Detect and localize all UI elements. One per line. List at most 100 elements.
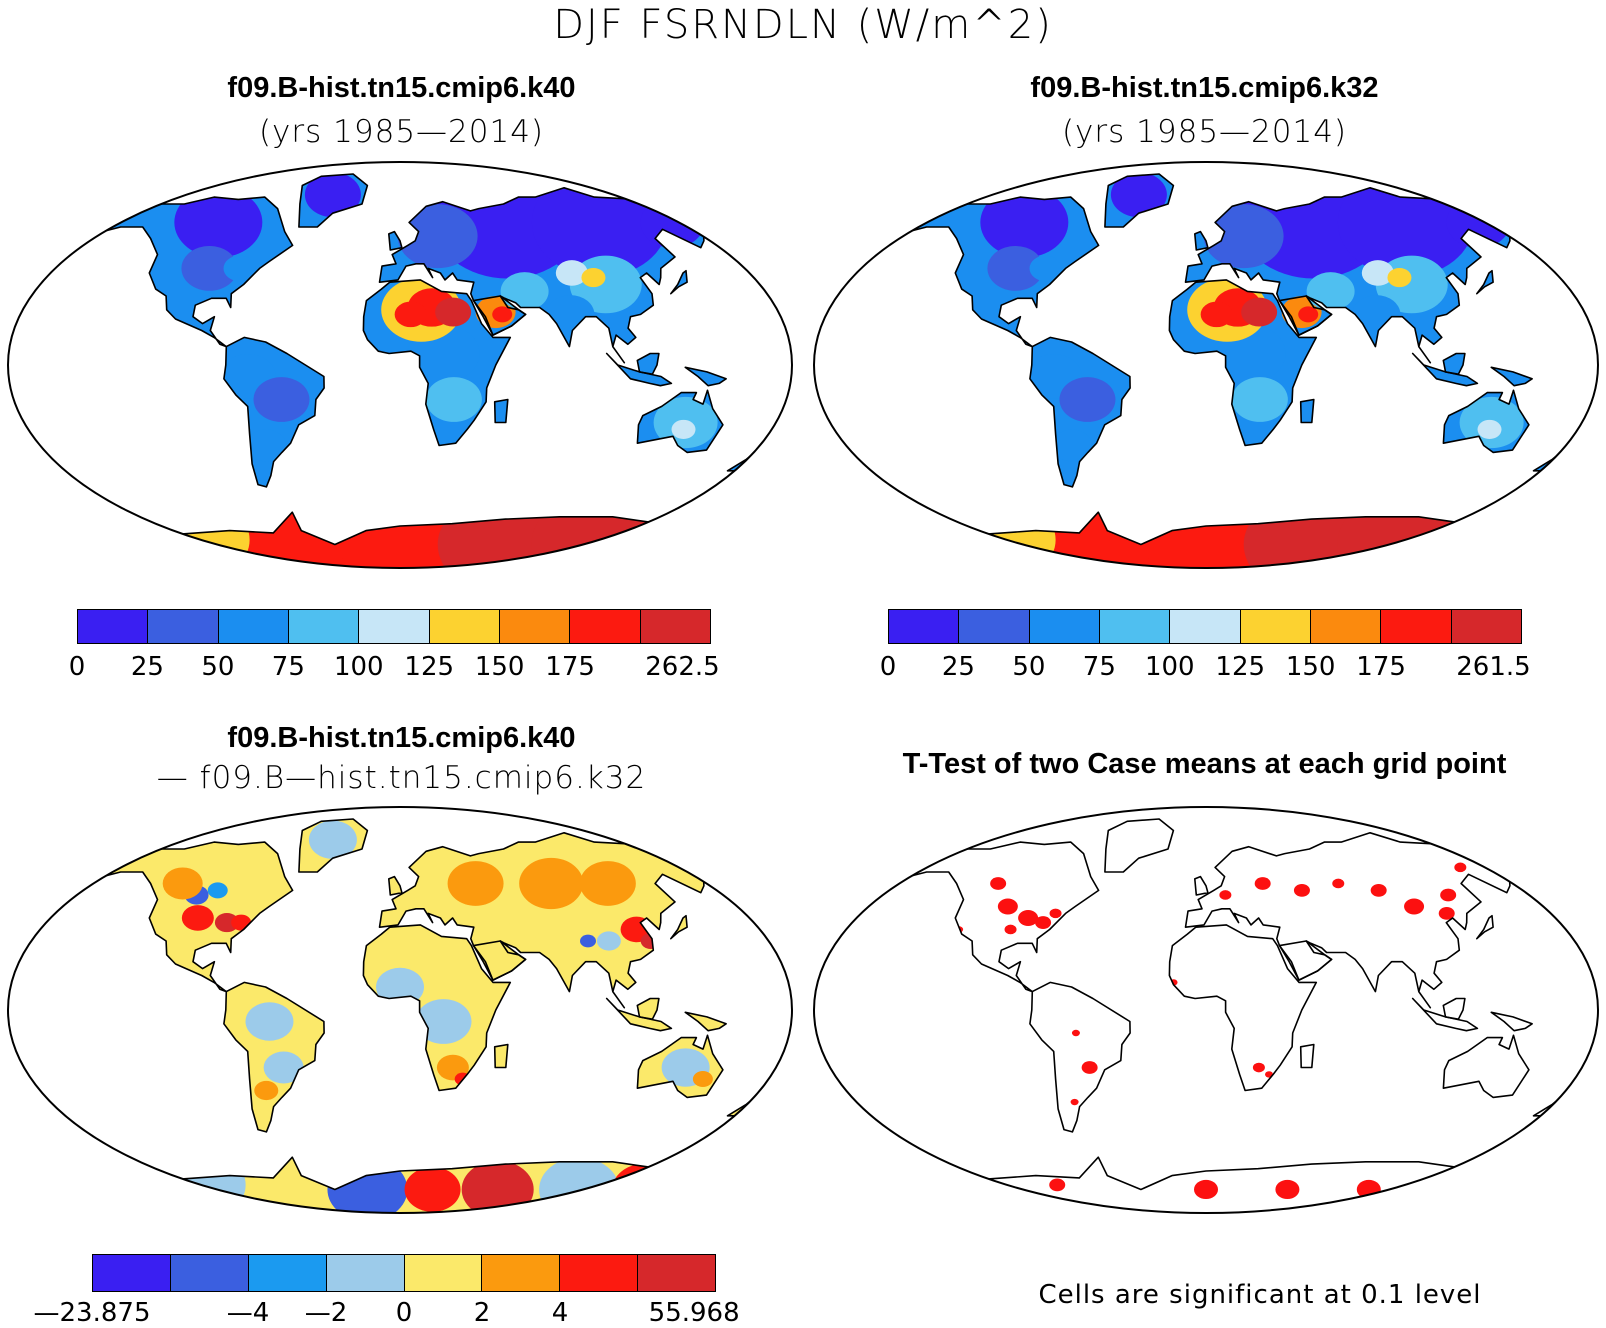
land-indonesia (606, 998, 672, 1031)
colorbar-diff-label-5: 4 (551, 1298, 569, 1328)
land-arabia (1279, 941, 1332, 981)
field-patch (997, 898, 1018, 915)
field-patch (304, 174, 361, 218)
field-patch (425, 377, 482, 422)
coastline-newGuinea (1490, 366, 1533, 387)
field-patch (1477, 419, 1502, 440)
coastline-japan (670, 914, 688, 940)
land-uk (388, 231, 402, 250)
coastline-africa (1168, 279, 1318, 447)
colorbar-diff-swatch-4 (404, 1255, 483, 1291)
colorbar-k40-label-1: 25 (130, 652, 164, 682)
coastline-southAmerica (1029, 981, 1131, 1133)
field-patch (447, 861, 504, 906)
field-patch (1071, 1029, 1080, 1037)
field-patch (1004, 924, 1017, 935)
colorbar-k32-swatch-7 (1381, 610, 1452, 643)
field-patch (1035, 916, 1052, 929)
panel-diff-title: f09.B-hist.tn15.cmip6.k40 (227, 722, 576, 754)
coastline-indonesia (605, 352, 673, 387)
coastline-australia (1442, 1034, 1530, 1099)
coastline-uk (388, 875, 403, 896)
field-patch (1337, 493, 1466, 568)
field-patch (1361, 260, 1394, 286)
coastline-southAmerica (223, 336, 325, 488)
colorbar-k40-swatch-1 (148, 610, 219, 643)
colorbar-k40-label-2: 50 (201, 652, 235, 682)
field-patch (246, 429, 287, 462)
land-africa (1169, 924, 1317, 1091)
field-patch (1275, 1179, 1300, 1200)
panel-k40-title: f09.B-hist.tn15.cmip6.k40 (227, 72, 576, 104)
colorbar-k40-swatch-7 (570, 610, 641, 643)
colorbar-k32-label-4: 100 (1144, 652, 1195, 682)
panel-k32-subtitle: (yrs 1985—2014) (1061, 114, 1348, 150)
field-patch (1029, 255, 1062, 282)
land-uk (388, 876, 402, 895)
coastline-indonesia (1411, 997, 1479, 1032)
field-patch (1081, 1061, 1098, 1074)
colorbar-k32-label-8: 261.5 (1456, 652, 1531, 682)
field-patch (181, 905, 214, 931)
colorbar-k40-labels: 0 25 50 75 100 125 150 175 262.5 (69, 652, 720, 684)
field-patch (980, 187, 1069, 258)
colorbar-k32-swatch-2 (1029, 610, 1100, 643)
colorbar-diff-swatch-2 (248, 1255, 327, 1291)
land-newGuinea (1491, 1012, 1533, 1031)
field-patch (404, 1167, 461, 1212)
colorbar-diff-swatch-3 (326, 1255, 405, 1291)
field-patch (581, 267, 606, 288)
colorbar-k40-swatches (77, 609, 711, 644)
colorbar-diff-labels: —23.875 —4 —2 0 2 4 55.968 (34, 1298, 740, 1328)
field-patch (555, 260, 588, 286)
panel-k40-subtitle: (yrs 1985—2014) (258, 114, 545, 150)
field-patch (162, 867, 203, 900)
coastline-borneo (1442, 997, 1466, 1020)
colorbar-k40-swatch-8 (640, 610, 710, 643)
field-patch (612, 1163, 677, 1213)
coastline-greenland (298, 173, 369, 228)
field-patch (579, 861, 636, 906)
colorbar-diff-swatch-0 (93, 1255, 171, 1291)
field-patch (397, 204, 478, 269)
colorbar-k32-label-1: 25 (941, 652, 975, 682)
field-patch (1049, 1178, 1066, 1192)
colorbar-diff-label-6: 55.968 (648, 1298, 740, 1328)
colorbar-k32 (888, 609, 1522, 644)
coastline-madagascar (1299, 398, 1315, 424)
colorbar-k40-swatch-5 (429, 610, 500, 643)
land-uk (1194, 876, 1208, 895)
field-patch (1203, 204, 1284, 269)
land-southAmerica (1029, 982, 1131, 1132)
coastline-japan (1476, 269, 1494, 295)
field-patch (1438, 906, 1455, 920)
coastline-australia (636, 1034, 724, 1099)
colorbar-diff-label-4: 2 (473, 1298, 491, 1328)
field-patch (231, 914, 252, 931)
colorbar-diff-label-0: —23.875 (33, 1298, 151, 1328)
land-uk (1194, 231, 1208, 250)
coastline-northAmerica (99, 841, 294, 993)
map-k40 (7, 161, 793, 569)
coastline-northAmerica (99, 196, 294, 348)
colorbar-k40-label-0: 0 (68, 652, 86, 682)
field-patch (531, 493, 660, 568)
colorbar-k40 (77, 609, 711, 644)
field-patch (1370, 883, 1387, 897)
field-patch (181, 245, 238, 291)
field-patch (579, 934, 596, 948)
coastline-northAmerica (905, 841, 1100, 993)
map-border (813, 806, 1599, 1214)
colorbar-diff-label-1: —4 (226, 1298, 270, 1328)
colorbar-k32-swatch-0 (889, 610, 960, 643)
field-patch (1404, 898, 1425, 915)
field-patch (1018, 909, 1039, 926)
coastline-eurasia (1184, 832, 1532, 1009)
figure-title: DJF FSRNDLN (W/m^2) (553, 2, 1053, 48)
field-patch (245, 1002, 294, 1041)
coastline-arabia (1278, 940, 1333, 981)
coastline-northAmerica (905, 196, 1100, 348)
field-patch (546, 295, 595, 334)
coastline-uk (1194, 230, 1209, 251)
colorbar-diff-swatch-6 (560, 1255, 639, 1291)
